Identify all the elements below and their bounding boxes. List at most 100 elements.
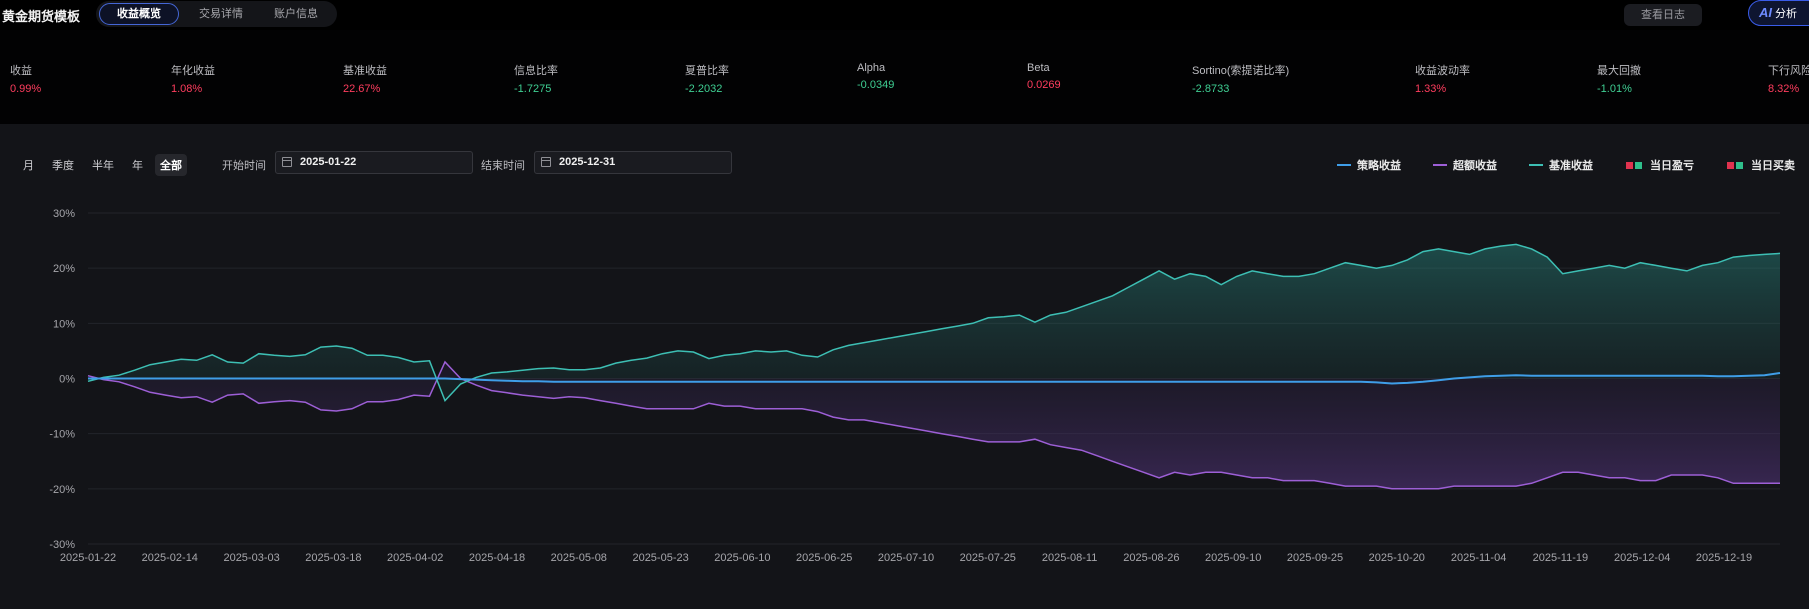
start-date-field[interactable]: 2025-01-22 bbox=[275, 151, 473, 174]
end-date-label: 结束时间 bbox=[481, 160, 525, 172]
excess-area bbox=[88, 362, 1780, 489]
y-tick-label: 10% bbox=[53, 318, 75, 330]
x-tick-label: 2025-03-03 bbox=[223, 552, 279, 564]
x-tick-label: 2025-04-02 bbox=[387, 552, 443, 564]
metric-label: 收益波动率 bbox=[1415, 65, 1470, 77]
period-half-year[interactable]: 半年 bbox=[92, 160, 114, 172]
tab-bar: 收益概览 交易详情 账户信息 bbox=[96, 1, 337, 27]
x-tick-label: 2025-01-22 bbox=[60, 552, 116, 564]
legend-daily-trades[interactable]: 当日买卖 bbox=[1727, 157, 1795, 173]
metric-label: 基准收益 bbox=[343, 65, 387, 77]
legend-line-icon bbox=[1337, 164, 1351, 167]
end-date-value: 2025-12-31 bbox=[559, 156, 616, 168]
metric-alpha: Alpha -0.0349 bbox=[857, 62, 894, 91]
metric-value: -2.2032 bbox=[685, 83, 723, 95]
legend-label: 当日盈亏 bbox=[1650, 160, 1694, 172]
y-tick-label: 0% bbox=[59, 374, 75, 386]
y-axis: 30% 20% 10% 0% -10% -20% -30% bbox=[49, 208, 75, 551]
metric-label: 年化收益 bbox=[171, 65, 215, 77]
metric-value: 8.32% bbox=[1768, 83, 1800, 95]
metric-benchmark-return: 基准收益 22.67% bbox=[343, 62, 387, 95]
x-tick-label: 2025-04-18 bbox=[469, 552, 525, 564]
period-all[interactable]: 全部 bbox=[155, 154, 187, 176]
y-tick-label: -20% bbox=[49, 484, 75, 496]
metric-beta: Beta 0.0269 bbox=[1027, 62, 1061, 91]
tab-account-info[interactable]: 账户信息 bbox=[274, 8, 318, 20]
x-tick-label: 2025-09-25 bbox=[1287, 552, 1343, 564]
chart-panel: 月 季度 半年 年 全部 开始时间 2025-01-22 结束时间 2025-1… bbox=[0, 124, 1809, 609]
metric-label: Sortino(索提诺比率) bbox=[1192, 65, 1290, 77]
calendar-icon bbox=[282, 157, 292, 167]
x-tick-label: 2025-08-26 bbox=[1123, 552, 1179, 564]
metric-value: -1.7275 bbox=[514, 83, 552, 95]
x-tick-label: 2025-02-14 bbox=[142, 552, 198, 564]
legend-square-icon bbox=[1736, 161, 1743, 169]
metric-label: 收益 bbox=[10, 65, 32, 77]
metric-value: 1.08% bbox=[171, 83, 203, 95]
ai-analysis-label: 分析 bbox=[1775, 8, 1797, 20]
x-tick-label: 2025-05-23 bbox=[632, 552, 688, 564]
metric-return: 收益 0.99% bbox=[10, 62, 41, 95]
metric-max-drawdown: 最大回撤 -1.01% bbox=[1597, 62, 1641, 95]
x-tick-label: 2025-06-25 bbox=[796, 552, 852, 564]
excess-return-line bbox=[87, 360, 1780, 490]
metric-value: 22.67% bbox=[343, 83, 381, 95]
metric-value: -0.0349 bbox=[857, 79, 895, 91]
metric-label: Beta bbox=[1027, 62, 1050, 74]
x-tick-label: 2025-11-19 bbox=[1533, 552, 1588, 564]
strategy-return-line bbox=[88, 372, 1781, 385]
metric-label: Alpha bbox=[857, 62, 886, 74]
x-tick-label: 2025-09-10 bbox=[1205, 552, 1261, 564]
metric-value: 0.99% bbox=[10, 83, 42, 95]
metric-label: 最大回撤 bbox=[1597, 65, 1641, 77]
metric-value: -2.8733 bbox=[1192, 83, 1230, 95]
calendar-icon bbox=[541, 157, 551, 167]
metrics-row: 收益 0.99% 年化收益 1.08% 基准收益 22.67% 信息比率 -1.7275… bbox=[0, 30, 1809, 124]
chart-areas bbox=[88, 244, 1780, 489]
metric-value: 1.33% bbox=[1415, 83, 1447, 95]
metric-label: 下行风险 bbox=[1768, 65, 1809, 77]
end-date-field[interactable]: 2025-12-31 bbox=[534, 151, 732, 174]
metric-sortino-ratio: Sortino(索提诺比率) -2.8733 bbox=[1192, 62, 1289, 95]
x-tick-label: 2025-07-10 bbox=[878, 552, 934, 564]
metric-value: 0.0269 bbox=[1027, 79, 1061, 91]
returns-chart[interactable]: 30% 20% 10% 0% -10% -20% -30% 2025-01-22 2025-0… bbox=[0, 124, 1809, 609]
metric-information-ratio: 信息比率 -1.7275 bbox=[514, 62, 558, 95]
metric-sharpe-ratio: 夏普比率 -2.2032 bbox=[685, 62, 729, 95]
tab-overview[interactable]: 收益概览 bbox=[99, 3, 179, 25]
ai-icon: AI bbox=[1759, 5, 1772, 20]
x-tick-label: 2025-12-04 bbox=[1614, 552, 1670, 564]
x-tick-label: 2025-07-25 bbox=[960, 552, 1016, 564]
benchmark-area bbox=[88, 244, 1780, 401]
x-tick-label: 2025-06-10 bbox=[714, 552, 770, 564]
chart-lines bbox=[87, 243, 1781, 490]
y-tick-label: 20% bbox=[53, 263, 75, 275]
legend-benchmark-return[interactable]: 基准收益 bbox=[1529, 157, 1593, 173]
legend-daily-pnl[interactable]: 当日盈亏 bbox=[1626, 157, 1694, 173]
period-year[interactable]: 年 bbox=[132, 160, 143, 172]
legend-line-icon bbox=[1529, 164, 1543, 167]
x-axis: 2025-01-22 2025-02-14 2025-03-03 2025-03-18… bbox=[60, 552, 1752, 564]
metric-downside-risk: 下行风险 8.32% bbox=[1768, 62, 1809, 95]
legend-strategy-return[interactable]: 策略收益 bbox=[1337, 157, 1401, 173]
x-tick-label: 2025-05-08 bbox=[551, 552, 607, 564]
x-tick-label: 2025-11-04 bbox=[1451, 552, 1506, 564]
legend-line-icon bbox=[1433, 164, 1447, 167]
period-quarter[interactable]: 季度 bbox=[52, 160, 74, 172]
legend-excess-return[interactable]: 超额收益 bbox=[1433, 157, 1497, 173]
x-tick-label: 2025-12-19 bbox=[1696, 552, 1752, 564]
y-tick-label: 30% bbox=[53, 208, 75, 220]
y-tick-label: -10% bbox=[49, 429, 75, 441]
legend-label: 策略收益 bbox=[1357, 160, 1401, 172]
view-log-button[interactable]: 查看日志 bbox=[1624, 4, 1702, 26]
period-month[interactable]: 月 bbox=[23, 160, 34, 172]
app-title: 黄金期货模板 bbox=[2, 9, 81, 24]
tab-trade-details[interactable]: 交易详情 bbox=[199, 8, 243, 20]
start-date-value: 2025-01-22 bbox=[300, 156, 357, 168]
y-tick-label: -30% bbox=[49, 539, 75, 551]
benchmark-return-line bbox=[87, 243, 1781, 402]
metric-value: -1.01% bbox=[1597, 83, 1632, 95]
ai-analysis-button[interactable]: AI 分析 bbox=[1748, 0, 1809, 26]
metric-label: 信息比率 bbox=[514, 65, 558, 77]
legend-label: 基准收益 bbox=[1549, 160, 1593, 172]
